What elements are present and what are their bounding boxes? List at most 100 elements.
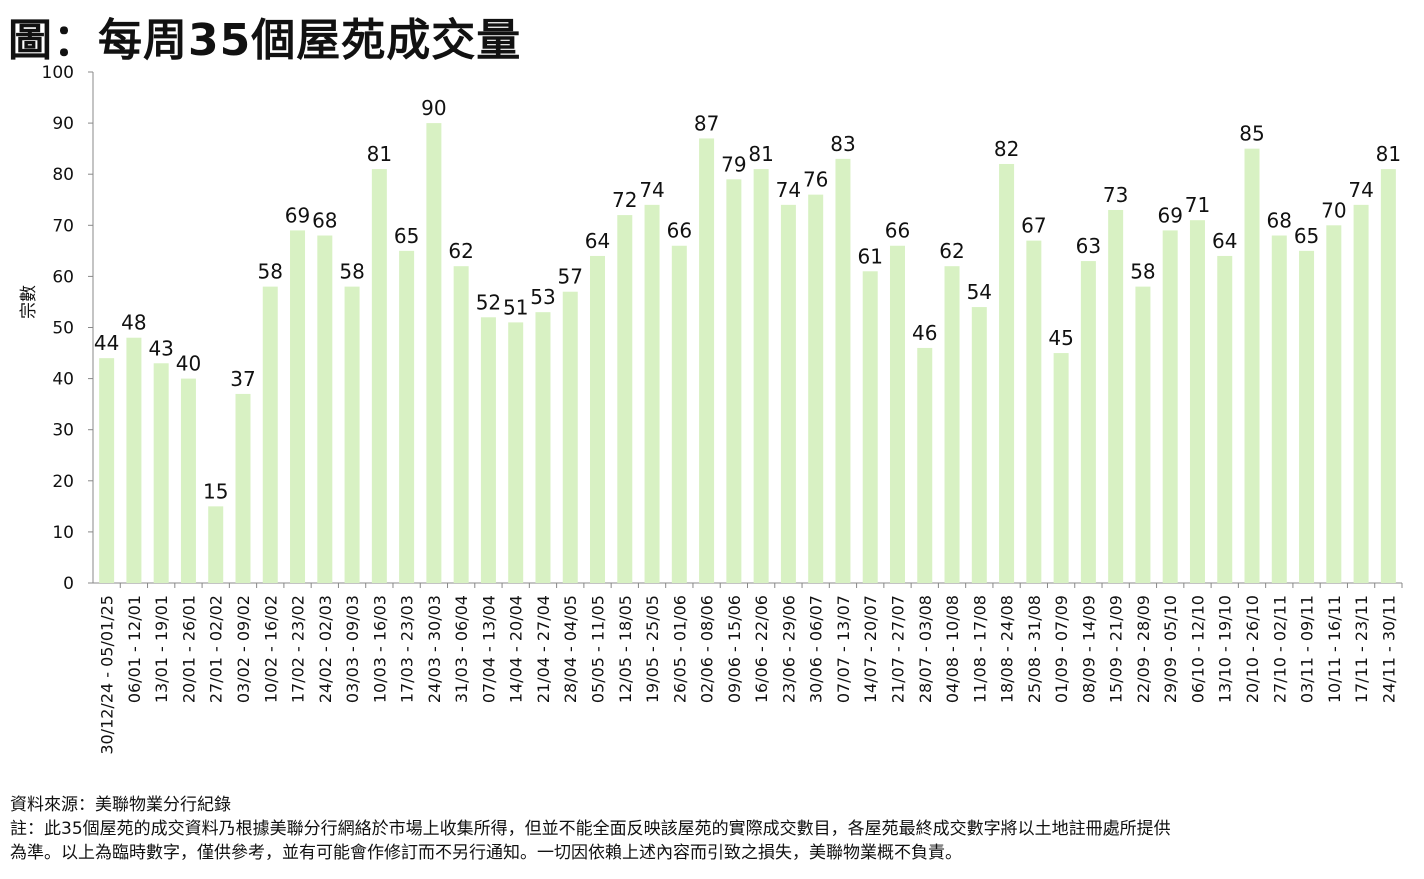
data-label: 37 [230, 367, 255, 391]
x-tick-label: 27/10 - 02/11 [1270, 595, 1289, 703]
bar [889, 245, 905, 584]
data-label: 64 [1212, 229, 1237, 253]
y-axis-label: 宗數 [19, 285, 39, 319]
x-tick-label: 28/07 - 03/08 [916, 595, 935, 703]
data-label: 65 [394, 224, 419, 248]
bar [426, 123, 442, 583]
x-tick-label: 27/01 - 02/02 [207, 595, 226, 703]
data-label: 90 [421, 96, 446, 120]
bar [235, 393, 251, 583]
x-tick-label: 25/08 - 31/08 [1025, 595, 1044, 703]
data-label: 66 [885, 219, 910, 243]
bar [971, 307, 987, 583]
bar [535, 312, 551, 583]
x-tick-label: 17/03 - 23/03 [398, 595, 417, 703]
bar [180, 378, 196, 583]
bar [944, 266, 960, 583]
bar [208, 506, 224, 583]
bar [590, 255, 606, 583]
x-tick-label: 07/07 - 13/07 [834, 595, 853, 703]
data-label: 48 [121, 311, 146, 335]
bar [290, 230, 306, 583]
bar [1026, 240, 1042, 583]
bar [1271, 235, 1287, 583]
data-label: 62 [939, 239, 964, 263]
y-tick-label: 50 [52, 319, 74, 339]
y-tick-label: 100 [42, 63, 74, 83]
data-label: 51 [503, 295, 528, 319]
x-tick-label: 07/04 - 13/04 [479, 595, 498, 703]
y-tick-label: 60 [52, 267, 74, 287]
x-tick-label: 17/11 - 23/11 [1352, 595, 1371, 703]
data-label: 43 [148, 336, 173, 360]
data-label: 58 [258, 260, 283, 284]
data-label: 64 [585, 229, 610, 253]
bar [1189, 220, 1205, 583]
data-label: 15 [203, 479, 228, 503]
x-tick-label: 24/11 - 30/11 [1379, 595, 1398, 703]
data-label: 69 [285, 203, 310, 227]
bar [999, 163, 1015, 584]
y-tick-label: 10 [52, 523, 74, 543]
data-label: 65 [1294, 224, 1319, 248]
x-tick-label: 10/02 - 16/02 [261, 595, 280, 703]
x-tick-label: 26/05 - 01/06 [670, 595, 689, 703]
bar [480, 317, 496, 583]
bar [699, 138, 715, 583]
source-note: 資料來源：美聯物業分行紀錄 [10, 795, 231, 815]
x-tick-label: 24/03 - 30/03 [425, 595, 444, 703]
x-tick-label: 30/06 - 06/07 [807, 595, 826, 703]
data-label: 67 [1021, 214, 1046, 238]
x-tick-label: 19/05 - 25/05 [643, 595, 662, 703]
data-label: 54 [967, 280, 992, 304]
data-label: 74 [1348, 178, 1373, 202]
x-tick-label: 21/04 - 27/04 [534, 595, 553, 703]
x-tick-label: 17/02 - 23/02 [289, 595, 308, 703]
y-tick-label: 20 [52, 472, 74, 492]
data-label: 58 [1130, 260, 1155, 284]
data-label: 57 [558, 265, 583, 289]
y-tick-label: 70 [52, 216, 74, 236]
x-tick-label: 03/11 - 09/11 [1298, 595, 1317, 703]
bar [753, 169, 769, 583]
x-tick-label: 03/02 - 09/02 [234, 595, 253, 703]
x-tick-label: 20/01 - 26/01 [179, 595, 198, 703]
data-label: 46 [912, 321, 937, 345]
data-label: 63 [1076, 234, 1101, 258]
x-tick-label: 24/02 - 02/03 [316, 595, 335, 703]
data-label: 44 [94, 331, 119, 355]
x-tick-label: 12/05 - 18/05 [616, 595, 635, 703]
y-tick-label: 40 [52, 370, 74, 390]
x-tick-label: 02/06 - 08/06 [698, 595, 717, 703]
bar [344, 286, 360, 583]
data-label: 71 [1185, 193, 1210, 217]
data-label: 79 [721, 152, 746, 176]
data-label: 76 [803, 168, 828, 192]
x-tick-label: 18/08 - 24/08 [998, 595, 1017, 703]
y-tick-label: 30 [52, 421, 74, 441]
x-tick-label: 10/03 - 16/03 [370, 595, 389, 703]
x-tick-label: 14/04 - 20/04 [507, 595, 526, 703]
x-tick-label: 23/06 - 29/06 [779, 595, 798, 703]
data-label: 40 [176, 352, 201, 376]
data-label: 74 [639, 178, 664, 202]
data-label: 69 [1157, 203, 1182, 227]
bar [126, 337, 142, 583]
data-label: 45 [1048, 326, 1073, 350]
bar [808, 194, 824, 583]
bar [1135, 286, 1151, 583]
bar [1326, 225, 1342, 584]
bar [1080, 261, 1096, 583]
bar [780, 204, 796, 584]
x-tick-label: 14/07 - 20/07 [861, 595, 880, 703]
data-label: 81 [748, 142, 773, 166]
disclaimer-line-2: 為準。以上為臨時數字，僅供參考，並有可能會作修訂而不另行通知。一切因依賴上述內容… [10, 843, 962, 863]
data-label: 73 [1103, 183, 1128, 207]
x-tick-label: 28/04 - 04/05 [561, 595, 580, 703]
x-tick-label: 01/09 - 07/09 [1052, 595, 1071, 703]
data-label: 66 [667, 219, 692, 243]
x-tick-label: 09/06 - 15/06 [725, 595, 744, 703]
bar [1353, 204, 1369, 584]
